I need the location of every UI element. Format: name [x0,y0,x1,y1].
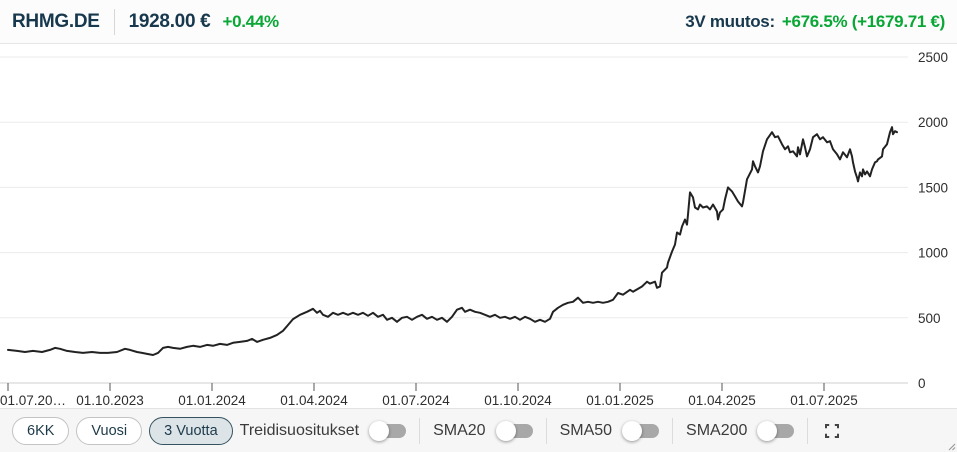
svg-text:01.04.2025: 01.04.2025 [688,393,756,408]
sma200-toggle[interactable] [757,420,795,441]
svg-text:2000: 2000 [918,115,948,130]
svg-text:2500: 2500 [918,50,948,65]
toggle-thumb [757,420,778,441]
price-line-chart-svg[interactable]: 0 500 1000 1500 2000 2500 01.07.20… 01.10.2023 0… [0,44,957,408]
toolbar-separator [545,417,547,444]
treidisuositukset-label: Treidisuositukset [239,421,360,439]
svg-text:01.07.2024: 01.07.2024 [382,393,450,408]
ticker-label: RHMG.DE [12,10,100,32]
sma20-label: SMA20 [433,421,486,439]
period-change: 3V muutos: +676.5% (+1679.71 €) [685,12,945,32]
header-divider [113,8,115,35]
svg-text:01.10.2023: 01.10.2023 [76,393,144,408]
current-price: 1928.00 € [128,10,211,32]
sma20-toggle[interactable] [495,420,533,441]
sma200-label: SMA200 [686,421,748,439]
price-change-percent: +0.44% [222,11,279,31]
svg-text:01.10.2024: 01.10.2024 [484,393,552,408]
toggle-thumb [369,420,390,441]
header: RHMG.DE 1928.00 € +0.44% 3V muutos: +676… [0,0,957,44]
sma50-toggle[interactable] [622,420,660,441]
range-button-6kk[interactable]: 6KK [12,416,70,445]
treidisuositukset-toggle[interactable] [369,420,407,441]
svg-text:01.07.2025: 01.07.2025 [790,393,858,408]
fullscreen-button[interactable] [821,420,843,442]
svg-text:1000: 1000 [918,246,948,261]
toggle-group-sma200: SMA200 [686,420,795,441]
toolbar-separator [807,417,809,444]
period-change-label: 3V muutos: [685,11,775,31]
fullscreen-icon [825,423,840,438]
svg-text:01.04.2024: 01.04.2024 [280,393,348,408]
range-button-3vuotta[interactable]: 3 Vuotta [149,416,233,445]
toolbar-separator [672,417,674,444]
range-button-vuosi[interactable]: Vuosi [76,416,143,445]
resize-grip-icon[interactable] [947,442,956,451]
sma50-label: SMA50 [559,421,613,439]
toggle-group-sma50: SMA50 [559,420,660,441]
toggle-thumb [622,420,643,441]
toggle-group-treidisuositukset: Treidisuositukset [239,420,407,441]
toggle-thumb [495,420,516,441]
price-chart[interactable]: 0 500 1000 1500 2000 2500 01.07.20… 01.10.2023 0… [0,44,957,408]
svg-text:01.07.20…: 01.07.20… [0,393,66,408]
svg-text:500: 500 [918,311,941,326]
chart-toolbar: 6KK Vuosi 3 Vuotta Treidisuositukset SMA… [0,408,957,452]
svg-text:01.01.2025: 01.01.2025 [586,393,654,408]
toggle-group-sma20: SMA20 [433,420,533,441]
svg-text:01.01.2024: 01.01.2024 [178,393,246,408]
svg-text:1500: 1500 [918,180,948,195]
period-change-value: +676.5% (+1679.71 €) [781,11,945,31]
svg-text:0: 0 [918,376,926,391]
toolbar-separator [419,417,421,444]
